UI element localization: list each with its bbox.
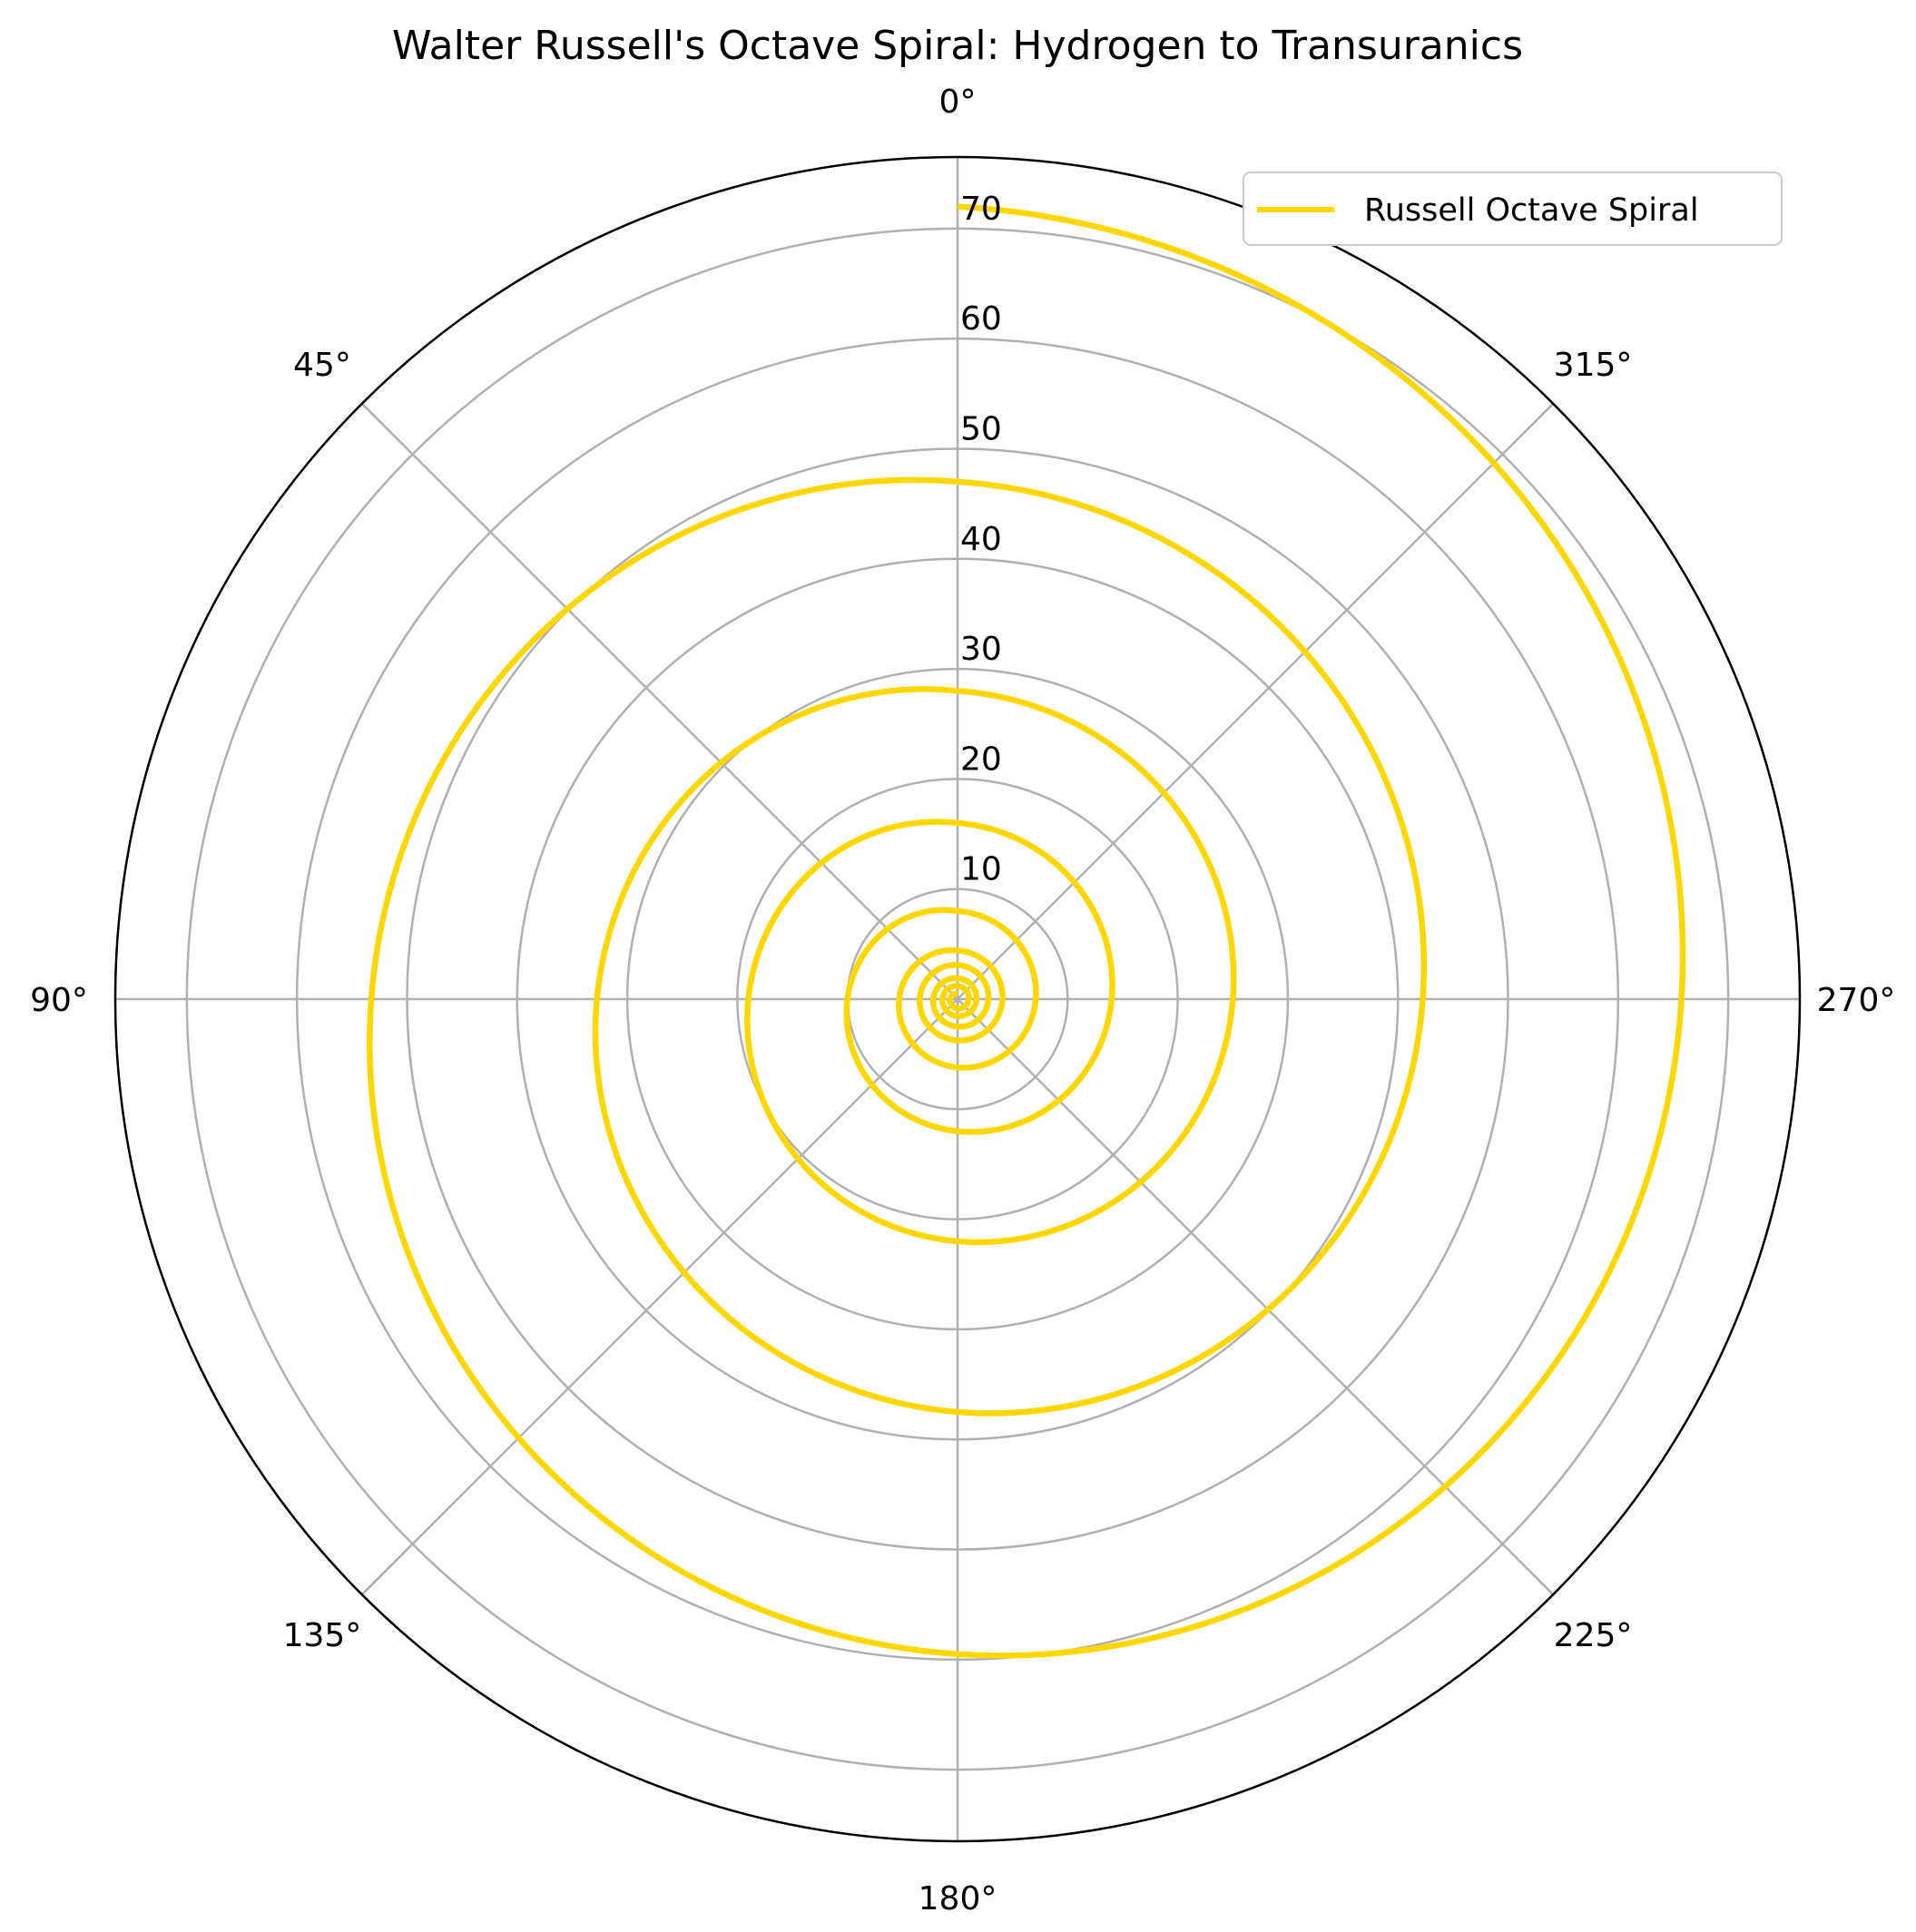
r-tick-label: 50 — [960, 410, 1002, 447]
theta-tick-label: 315° — [1554, 347, 1633, 384]
legend-frame — [1243, 172, 1783, 246]
theta-grid-line — [957, 998, 1555, 1596]
r-tick-label: 40 — [960, 521, 1002, 558]
tick-labels: 0° 45° 90° 135° 180° 225° 270° 315° 10 20 30 40 50 60… — [30, 83, 1895, 1917]
theta-tick-label: 135° — [283, 1617, 362, 1654]
series-line-russell-octave-spiral — [367, 203, 1686, 1659]
r-tick-label: 70 — [960, 191, 1002, 228]
polar-frame — [113, 155, 1802, 1843]
polar-grid — [113, 155, 1802, 1843]
r-tick-label: 10 — [960, 851, 1002, 888]
theta-grid-line — [360, 998, 958, 1596]
r-tick-label: 20 — [960, 740, 1002, 778]
theta-grid-line — [957, 402, 1555, 1000]
theta-tick-label: 45° — [293, 347, 351, 384]
theta-tick-label: 0° — [939, 83, 977, 121]
theta-tick-label: 180° — [919, 1880, 997, 1917]
chart-title: Walter Russell's Octave Spiral: Hydrogen… — [392, 23, 1523, 69]
theta-tick-label: 225° — [1554, 1617, 1633, 1654]
legend-label: Russell Octave Spiral — [1364, 192, 1699, 229]
theta-grid-line — [360, 402, 958, 1000]
legend: Russell Octave Spiral — [1243, 172, 1783, 246]
series-layer — [367, 203, 1686, 1659]
r-tick-label: 60 — [960, 300, 1002, 338]
r-tick-label: 30 — [960, 631, 1002, 668]
theta-tick-label: 270° — [1817, 982, 1896, 1019]
theta-tick-label: 90° — [30, 982, 88, 1019]
